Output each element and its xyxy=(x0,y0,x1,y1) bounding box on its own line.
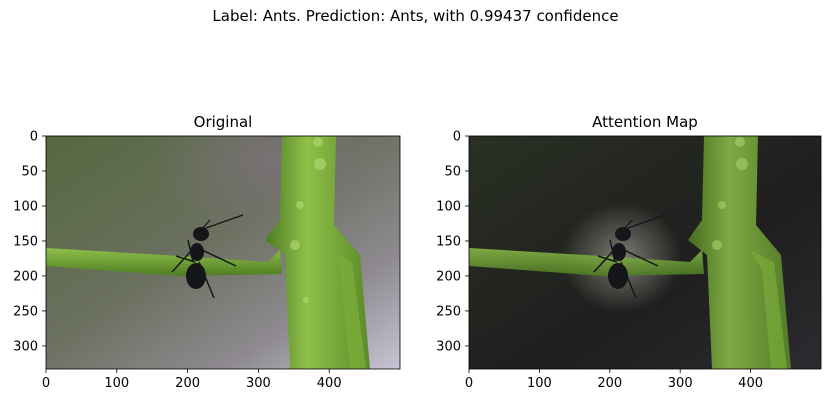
y-tick-label: 0 xyxy=(453,130,461,145)
panel-title: Attention Map xyxy=(592,113,698,131)
y-tick-label: 300 xyxy=(436,339,461,354)
panel-attention-map: Attention Map 0 100 200 300 400 0 50 100 150 200… xyxy=(436,113,822,391)
y-tick-label: 300 xyxy=(13,339,38,354)
y-tick-label: 50 xyxy=(21,164,38,179)
figure-suptitle: Label: Ants. Prediction: Ants, with 0.99… xyxy=(212,7,619,25)
x-tick-label: 400 xyxy=(317,376,342,391)
x-axis: 0 100 200 300 400 xyxy=(465,369,763,391)
x-tick-label: 300 xyxy=(246,376,271,391)
x-tick-label: 100 xyxy=(104,376,129,391)
y-tick-label: 200 xyxy=(13,269,38,284)
x-tick-label: 300 xyxy=(668,376,693,391)
attention-map-image xyxy=(469,136,821,369)
y-tick-label: 250 xyxy=(436,304,461,319)
x-tick-label: 0 xyxy=(42,376,50,391)
y-axis: 0 50 100 150 200 250 300 xyxy=(436,130,469,354)
x-tick-label: 100 xyxy=(527,376,552,391)
panel-original: Original 0 100 200 300 400 0 50 100 150 200 250 30… xyxy=(13,113,401,391)
y-tick-label: 150 xyxy=(13,234,38,249)
y-tick-label: 0 xyxy=(30,130,38,145)
x-tick-label: 200 xyxy=(175,376,200,391)
x-tick-label: 400 xyxy=(738,376,763,391)
ant-figure xyxy=(171,214,244,299)
y-tick-label: 100 xyxy=(13,199,38,214)
y-tick-label: 50 xyxy=(444,164,461,179)
y-tick-label: 150 xyxy=(436,234,461,249)
original-image xyxy=(46,136,400,369)
x-tick-label: 0 xyxy=(465,376,473,391)
y-tick-label: 250 xyxy=(13,304,38,319)
y-axis: 0 50 100 150 200 250 300 xyxy=(13,130,46,354)
x-axis: 0 100 200 300 400 xyxy=(42,369,342,391)
panel-title: Original xyxy=(194,113,253,131)
y-tick-label: 100 xyxy=(436,199,461,214)
ant-figure xyxy=(593,214,666,299)
y-tick-label: 200 xyxy=(436,269,461,284)
x-tick-label: 200 xyxy=(597,376,622,391)
